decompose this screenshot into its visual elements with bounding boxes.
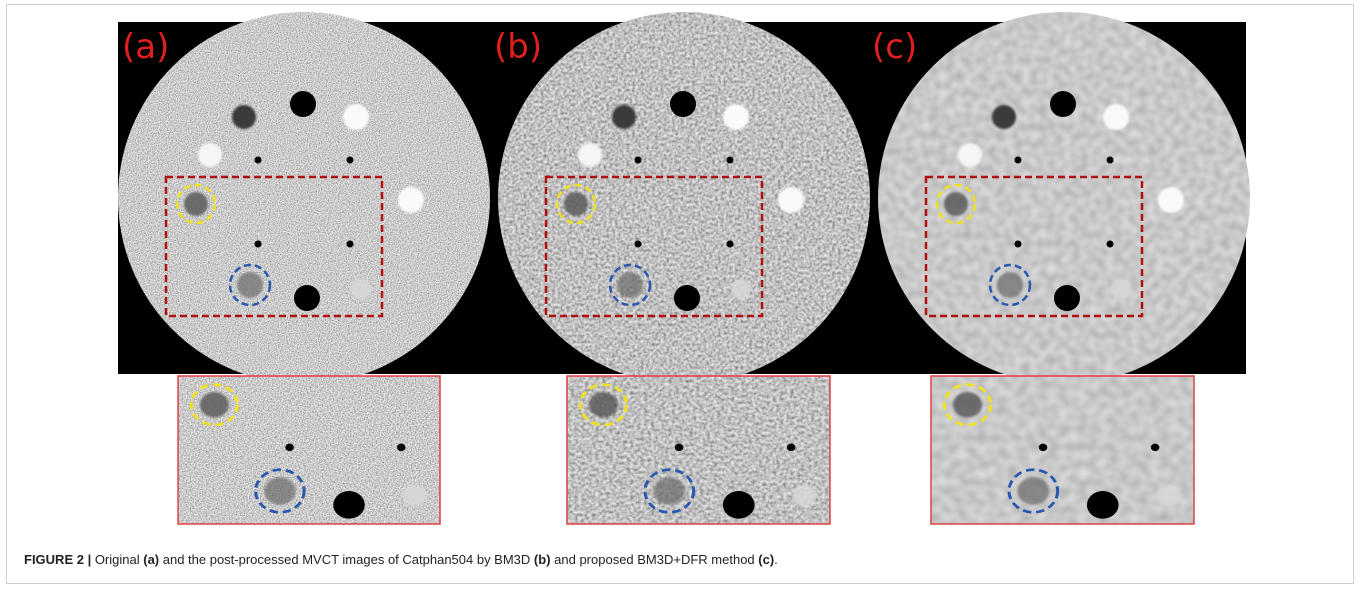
- caption-text: Original: [91, 552, 143, 567]
- figure-caption: FIGURE 2 | Original (a) and the post-pro…: [24, 552, 778, 567]
- caption-text: and proposed BM3D+DFR method: [551, 552, 759, 567]
- panel-a: [118, 12, 490, 384]
- caption-text: (b): [534, 552, 551, 567]
- page: (a) (b) (c) FIGURE 2 | Original (a) and …: [0, 0, 1362, 594]
- figure-image: (a) (b) (c): [0, 0, 1362, 545]
- panel-label: (b): [494, 27, 542, 67]
- caption-text: (a): [143, 552, 159, 567]
- panel-label: (a): [122, 27, 169, 67]
- caption-text: (c): [758, 552, 774, 567]
- panel-label: (c): [872, 27, 917, 67]
- caption-text: .: [774, 552, 778, 567]
- panel-b: [498, 12, 870, 384]
- caption-text: FIGURE 2 |: [24, 552, 91, 567]
- panel-c: [878, 12, 1250, 384]
- caption-text: and the post-processed MVCT images of Ca…: [159, 552, 534, 567]
